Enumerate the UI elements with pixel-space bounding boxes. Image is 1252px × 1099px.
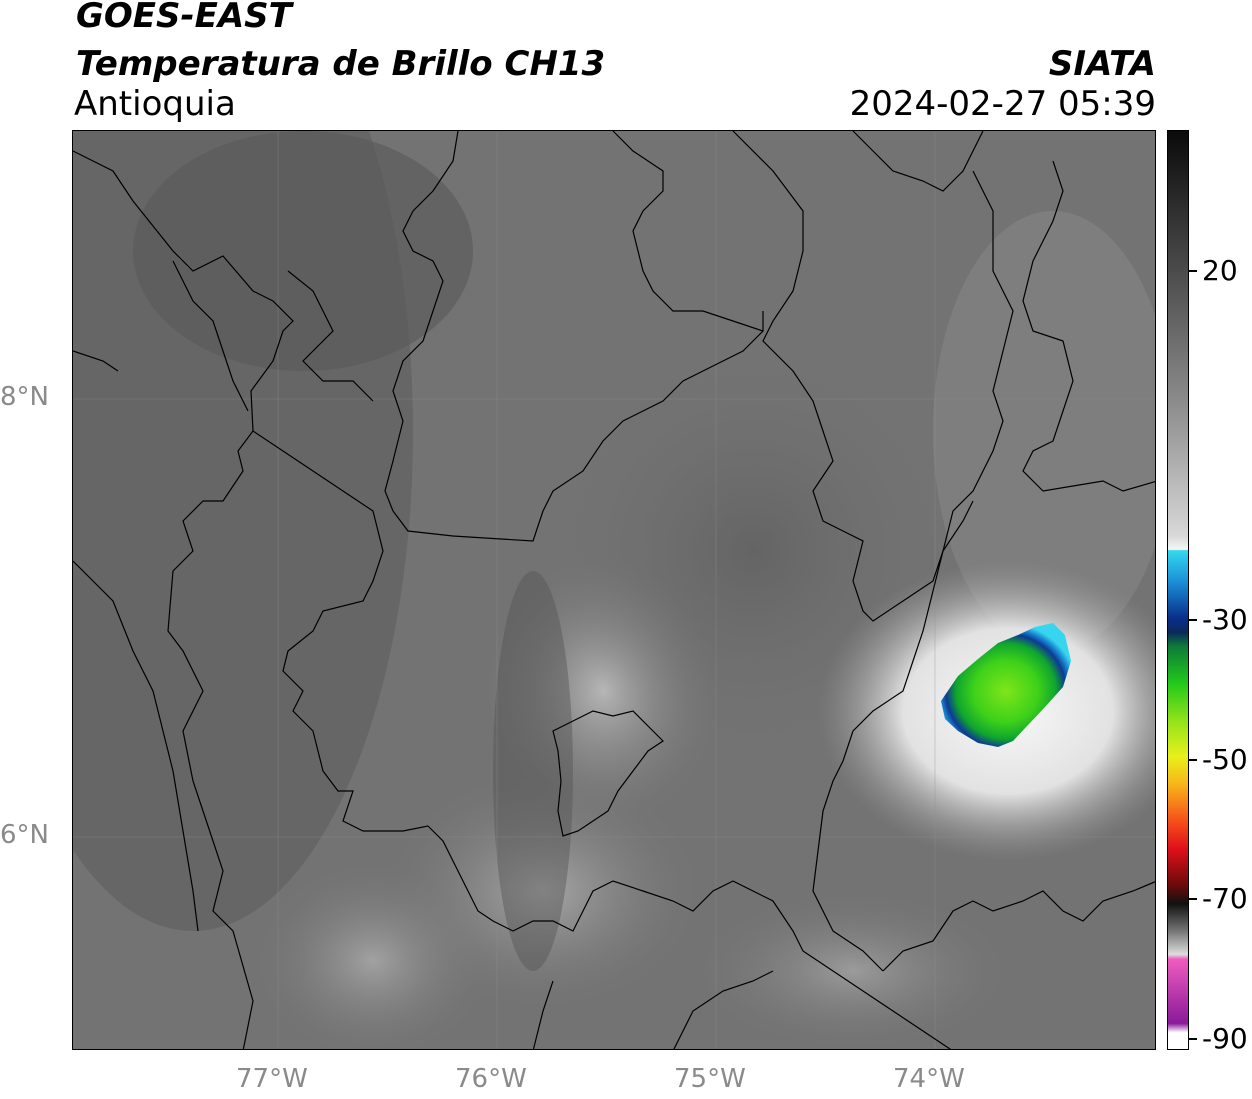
lon-label-76w: 76°W [455, 1064, 527, 1094]
colorbar-label-minus90: -90 [1202, 1022, 1248, 1055]
lon-label-74w: 74°W [893, 1064, 965, 1094]
colorbar-tick [1189, 1038, 1197, 1040]
map-canvas [73, 131, 1155, 1049]
colorbar-tick [1189, 759, 1197, 761]
colorbar-label-20: 20 [1202, 254, 1238, 287]
colorbar-label-minus70: -70 [1202, 882, 1248, 915]
agency-label: SIATA [1048, 44, 1156, 84]
colorbar-label-minus50: -50 [1202, 743, 1248, 776]
lon-label-77w: 77°W [236, 1064, 308, 1094]
satellite-map [72, 130, 1156, 1050]
lon-label-75w: 75°W [674, 1064, 746, 1094]
colorbar-gradient [1168, 131, 1188, 1049]
lat-label-6n: 6°N [0, 820, 49, 850]
lat-label-8n: 8°N [0, 382, 49, 412]
colorbar-tick [1189, 270, 1197, 272]
satellite-title: GOES-EAST [76, 0, 292, 36]
region-label: Antioquia [74, 84, 236, 124]
colorbar-tick [1189, 898, 1197, 900]
product-title: Temperatura de Brillo CH13 [76, 44, 606, 84]
colorbar-label-minus30: -30 [1202, 603, 1248, 636]
timestamp-label: 2024-02-27 05:39 [849, 84, 1156, 124]
colorbar-tick [1189, 619, 1197, 621]
temperature-colorbar [1167, 130, 1189, 1050]
